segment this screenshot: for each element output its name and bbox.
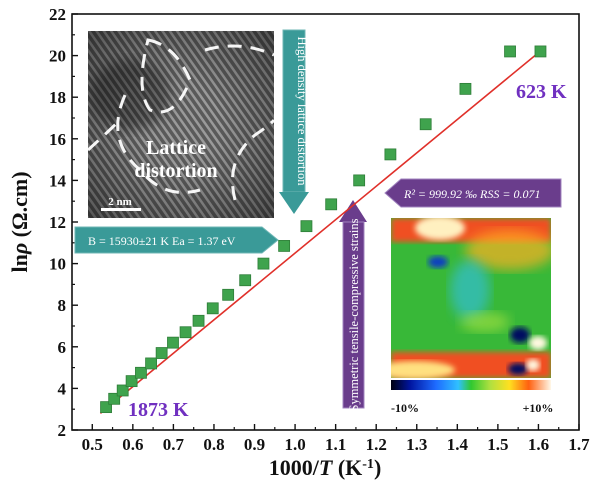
temp-high-label: 623 K	[516, 81, 567, 103]
y-axis-ticks: 2 4 6 8 10 12 14 16 18 20 22	[49, 5, 78, 440]
y-tick-label: 20	[49, 47, 66, 66]
y-tick-label: 10	[49, 255, 66, 274]
data-point	[504, 45, 516, 58]
data-point	[257, 257, 270, 270]
data-point	[206, 302, 219, 315]
x-tick-label: 0.7	[163, 435, 185, 454]
data-point	[108, 392, 121, 405]
hd-distortion-callout: High density lattice distortion	[279, 29, 309, 214]
svg-text:R² = 999.92 ‰ RSS = 0.071: R² = 999.92 ‰ RSS = 0.071	[403, 187, 540, 201]
data-point	[384, 148, 397, 161]
x-tick-label: 1.3	[406, 435, 427, 454]
temp-low-label: 1873 K	[128, 399, 189, 421]
data-point	[239, 274, 252, 287]
colorbar	[391, 380, 551, 390]
x-tick-label: 1.2	[366, 435, 387, 454]
y-tick-label: 2	[58, 421, 67, 440]
x-tick-label: 1.7	[568, 435, 590, 454]
data-point	[353, 174, 366, 187]
scale-bar	[101, 208, 141, 211]
scale-bar-label: 2 nm	[108, 196, 132, 208]
svg-text:High density lattice distortio: High density lattice distortion	[295, 37, 309, 187]
data-point	[300, 220, 313, 233]
data-point	[116, 384, 129, 397]
strain-map-inset	[391, 218, 551, 378]
x-tick-label: 1.4	[447, 435, 469, 454]
colorbar-min-label: -10%	[391, 401, 419, 415]
x-tick-label: 0.9	[244, 435, 265, 454]
data-point	[192, 314, 205, 327]
x-tick-label: 1.6	[528, 435, 549, 454]
svg-text:B = 15930±21 K Ea = 1.37 eV: B = 15930±21 K Ea = 1.37 eV	[88, 234, 236, 248]
x-axis-title: 1000/T (K-1)	[269, 455, 382, 480]
data-point	[125, 375, 138, 388]
x-tick-label: 1.0	[284, 435, 305, 454]
data-point	[222, 288, 235, 301]
data-point	[534, 45, 547, 58]
y-axis-title: lnρ (Ω.cm)	[7, 171, 32, 272]
colorbar-max-label: +10%	[523, 401, 554, 415]
svg-text:Symmetric tensile-compressive: Symmetric tensile-compressive strains	[347, 218, 361, 411]
data-point	[135, 366, 147, 379]
data-point	[278, 240, 291, 252]
fit-params-callout: B = 15930±21 K Ea = 1.37 eV	[74, 226, 279, 254]
data-point	[179, 326, 192, 339]
x-axis-ticks: 0.5 0.6 0.7 0.8 0.9 1.0 1.1 1.2 1.3 1.4 1.5 1.6 1.7	[82, 424, 590, 454]
data-point	[155, 347, 168, 359]
x-tick-label: 0.5	[82, 435, 103, 454]
y-tick-label: 12	[49, 213, 66, 232]
y-tick-label: 16	[49, 130, 66, 149]
strain-callout: Symmetric tensile-compressive strains	[339, 200, 367, 412]
hrtem-inset: Lattice distortion 2 nm	[88, 31, 274, 218]
data-point	[419, 118, 432, 131]
inset-label-distortion: distortion	[134, 160, 217, 182]
y-tick-label: 6	[58, 338, 67, 357]
y-tick-label: 14	[49, 171, 67, 190]
x-tick-label: 1.5	[487, 435, 508, 454]
x-tick-label: 0.8	[203, 435, 224, 454]
data-point	[325, 198, 338, 211]
y-tick-label: 4	[58, 379, 67, 398]
y-tick-label: 8	[58, 296, 67, 315]
data-point	[167, 336, 179, 349]
data-point	[100, 401, 112, 414]
y-tick-label: 18	[49, 88, 66, 107]
x-tick-label: 0.6	[122, 435, 143, 454]
fit-line	[99, 48, 544, 414]
data-series	[100, 45, 547, 414]
y-tick-label: 22	[49, 5, 66, 24]
inset-label-lattice: Lattice	[146, 137, 206, 159]
data-point	[459, 82, 472, 95]
data-point	[145, 357, 157, 370]
x-tick-label: 1.1	[325, 435, 346, 454]
fit-quality-callout: R² = 999.92 ‰ RSS = 0.071	[384, 178, 562, 208]
